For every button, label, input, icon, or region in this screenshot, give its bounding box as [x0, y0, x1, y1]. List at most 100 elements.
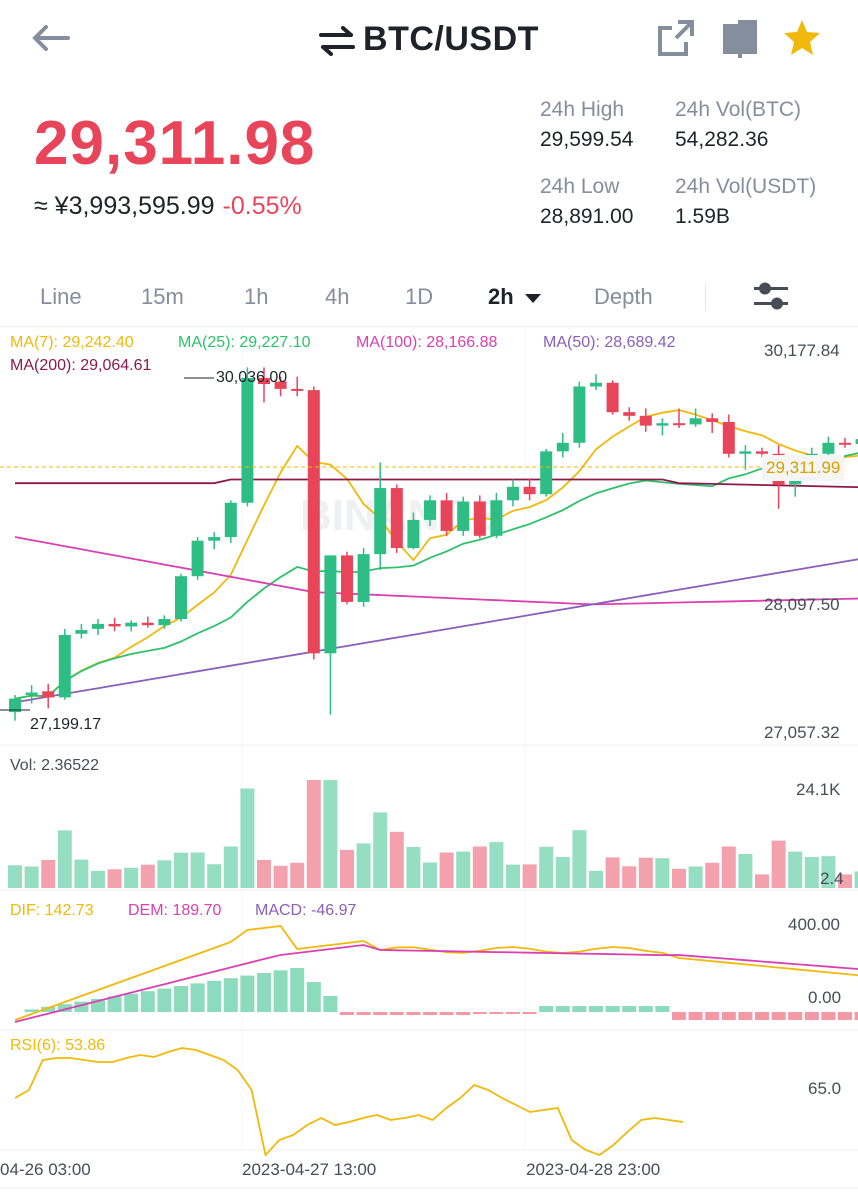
candle-body	[141, 622, 154, 626]
top-bar: BTC/USDT	[0, 0, 858, 80]
candle-body	[639, 415, 652, 426]
candle-body	[58, 634, 71, 698]
candle-body	[108, 623, 121, 627]
candle-body	[407, 519, 420, 549]
tab-depth[interactable]: Depth	[594, 284, 653, 309]
ma100-label: MA(100): 28,166.88	[356, 334, 498, 351]
candle-body	[307, 390, 320, 654]
volume-bar	[24, 866, 39, 888]
volume-bar	[605, 857, 620, 888]
candle-body	[341, 555, 353, 602]
volume-bar	[41, 860, 56, 888]
back-arrow-icon[interactable]	[28, 18, 72, 58]
macd-bar	[539, 1006, 554, 1012]
ma50-line	[14, 558, 858, 704]
macd-bar	[240, 975, 255, 1012]
volume-bar	[290, 862, 305, 888]
macd-bar	[755, 1012, 769, 1020]
book-icon[interactable]	[720, 18, 760, 58]
volume-bar	[373, 812, 388, 888]
volume-bar	[539, 846, 554, 888]
macd-label: MACD: -46.97	[255, 902, 357, 919]
axis-bottom: 27,057.32	[764, 723, 840, 742]
volume-bar	[306, 780, 321, 888]
candle-body	[324, 555, 337, 654]
star-icon[interactable]	[782, 18, 822, 58]
macd-bar	[804, 1012, 819, 1020]
macd-bar	[489, 1012, 504, 1014]
kline-chart[interactable]: BINANCE	[0, 326, 858, 1196]
tab-2h-label: 2h	[488, 284, 514, 309]
rsi-label: RSI(6): 53.86	[10, 1037, 106, 1054]
candle-body	[556, 442, 569, 452]
volume-axis-top: 24.1K	[796, 780, 841, 799]
volume-bar	[223, 846, 238, 888]
macd-bar	[257, 973, 271, 1012]
macd-bar	[190, 983, 205, 1012]
macd-bar	[273, 970, 288, 1012]
macd-bar	[506, 1012, 520, 1014]
volume-bar	[788, 851, 803, 888]
volume-bar	[439, 852, 454, 888]
macd-bar	[522, 1012, 537, 1014]
candle-body	[440, 500, 453, 531]
volume-bar	[506, 864, 520, 888]
grid	[0, 326, 858, 1189]
volume-bar	[57, 830, 72, 888]
tab-4h[interactable]: 4h	[325, 284, 350, 309]
volume-bar	[589, 870, 603, 888]
tab-2h[interactable]: 2h	[488, 284, 542, 310]
candle-body	[224, 502, 237, 538]
vol-btc-value: 54,282.36	[675, 128, 769, 151]
ma7-label: MA(7): 29,242.40	[10, 334, 134, 351]
candle-body	[822, 442, 835, 454]
macd-bar	[356, 1012, 371, 1015]
tab-1d[interactable]: 1D	[405, 284, 434, 309]
macd-bar	[605, 1006, 620, 1012]
tab-line[interactable]: Line	[40, 284, 82, 309]
tab-1h[interactable]: 1h	[244, 284, 269, 309]
macd-bar	[340, 1012, 354, 1015]
candle-body	[590, 382, 602, 387]
macd-bar	[555, 1006, 570, 1012]
macd-bar	[290, 968, 305, 1012]
volume-bar	[638, 857, 653, 888]
axis-top: 30,177.84	[764, 341, 840, 360]
candle-body	[739, 451, 752, 454]
volume-bar	[622, 866, 637, 888]
volume-bar	[423, 862, 437, 888]
candles	[9, 367, 858, 721]
candle-body	[673, 423, 685, 426]
macd-bar	[306, 982, 321, 1012]
ma200-label: MA(200): 29,064.61	[10, 357, 152, 374]
macd-bar	[124, 993, 139, 1012]
candle-body	[258, 377, 270, 385]
macd-bar	[638, 1006, 653, 1012]
volume-bar	[157, 860, 172, 888]
macd-bar	[788, 1012, 803, 1020]
candle-body	[390, 488, 403, 549]
macd-bar	[406, 1012, 421, 1015]
macd-bar	[423, 1012, 437, 1015]
macd-bar	[24, 1009, 39, 1012]
swap-icon[interactable]	[319, 26, 356, 57]
candle-body	[158, 619, 171, 626]
tab-15m[interactable]: 15m	[141, 284, 184, 309]
macd-bar	[472, 1012, 487, 1014]
candle-body	[606, 382, 619, 413]
macd-bar	[323, 996, 338, 1012]
high-label: 24h High	[540, 98, 625, 121]
macd-bar	[572, 1006, 587, 1012]
volume-bar	[672, 868, 686, 888]
chart-settings-icon[interactable]	[752, 280, 790, 312]
macd-bar	[672, 1012, 686, 1020]
volume-bar	[721, 846, 736, 888]
candle-body	[274, 381, 287, 389]
share-icon[interactable]	[656, 18, 696, 58]
candle-body	[357, 554, 370, 602]
candle-body	[573, 386, 586, 443]
volume-bar	[273, 865, 288, 888]
candle-body	[507, 486, 519, 501]
volume-bar	[356, 843, 371, 888]
macd-bar	[589, 1006, 603, 1012]
